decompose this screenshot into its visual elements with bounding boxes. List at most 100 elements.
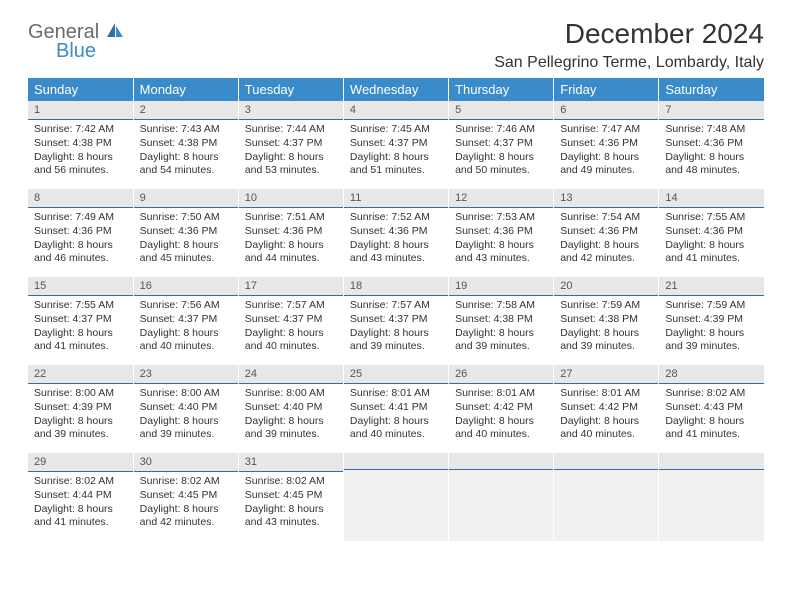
day-number: 14 [659, 189, 764, 208]
calendar-day-cell: 26Sunrise: 8:01 AMSunset: 4:42 PMDayligh… [449, 365, 554, 453]
sunrise-text: Sunrise: 7:43 AM [140, 123, 232, 137]
daylight-text: Daylight: 8 hours and 43 minutes. [455, 239, 547, 266]
sunset-text: Sunset: 4:36 PM [245, 225, 337, 239]
day-body: Sunrise: 7:43 AMSunset: 4:38 PMDaylight:… [134, 120, 238, 182]
daylight-text: Daylight: 8 hours and 39 minutes. [350, 327, 442, 354]
sunset-text: Sunset: 4:36 PM [560, 137, 652, 151]
sunrise-text: Sunrise: 7:49 AM [34, 211, 127, 225]
day-body: Sunrise: 7:52 AMSunset: 4:36 PMDaylight:… [344, 208, 448, 270]
daylight-text: Daylight: 8 hours and 39 minutes. [34, 415, 127, 442]
day-body: Sunrise: 8:00 AMSunset: 4:40 PMDaylight:… [134, 384, 238, 446]
sunset-text: Sunset: 4:39 PM [665, 313, 758, 327]
day-body: Sunrise: 7:59 AMSunset: 4:38 PMDaylight:… [554, 296, 658, 358]
day-number: 10 [239, 189, 343, 208]
daylight-text: Daylight: 8 hours and 56 minutes. [34, 151, 127, 178]
calendar-day-cell: 4Sunrise: 7:45 AMSunset: 4:37 PMDaylight… [343, 101, 448, 189]
calendar-week-row: 1Sunrise: 7:42 AMSunset: 4:38 PMDaylight… [28, 101, 764, 189]
day-number: 24 [239, 365, 343, 384]
sunset-text: Sunset: 4:38 PM [140, 137, 232, 151]
page-title: December 2024 [494, 18, 764, 50]
day-number: 20 [554, 277, 658, 296]
logo-text-blue: Blue [56, 41, 124, 61]
daylight-text: Daylight: 8 hours and 43 minutes. [350, 239, 442, 266]
sunrise-text: Sunrise: 8:02 AM [665, 387, 758, 401]
calendar-week-row: 15Sunrise: 7:55 AMSunset: 4:37 PMDayligh… [28, 277, 764, 365]
day-body: Sunrise: 7:47 AMSunset: 4:36 PMDaylight:… [554, 120, 658, 182]
day-number: 21 [659, 277, 764, 296]
daylight-text: Daylight: 8 hours and 41 minutes. [34, 327, 127, 354]
day-body: Sunrise: 7:49 AMSunset: 4:36 PMDaylight:… [28, 208, 133, 270]
calendar-day-cell: 12Sunrise: 7:53 AMSunset: 4:36 PMDayligh… [449, 189, 554, 277]
sunrise-text: Sunrise: 7:52 AM [350, 211, 442, 225]
calendar-day-cell: 8Sunrise: 7:49 AMSunset: 4:36 PMDaylight… [28, 189, 133, 277]
calendar-body: 1Sunrise: 7:42 AMSunset: 4:38 PMDaylight… [28, 101, 764, 541]
daylight-text: Daylight: 8 hours and 49 minutes. [560, 151, 652, 178]
weekday-header: Saturday [659, 78, 764, 101]
calendar-day-cell: 16Sunrise: 7:56 AMSunset: 4:37 PMDayligh… [133, 277, 238, 365]
day-body: Sunrise: 7:59 AMSunset: 4:39 PMDaylight:… [659, 296, 764, 358]
daylight-text: Daylight: 8 hours and 39 minutes. [560, 327, 652, 354]
sunrise-text: Sunrise: 7:55 AM [665, 211, 758, 225]
calendar-day-cell: 2Sunrise: 7:43 AMSunset: 4:38 PMDaylight… [133, 101, 238, 189]
calendar-day-cell: 1Sunrise: 7:42 AMSunset: 4:38 PMDaylight… [28, 101, 133, 189]
sunset-text: Sunset: 4:36 PM [350, 225, 442, 239]
day-number: 30 [134, 453, 238, 472]
sunrise-text: Sunrise: 7:55 AM [34, 299, 127, 313]
sunrise-text: Sunrise: 7:51 AM [245, 211, 337, 225]
day-number: 7 [659, 101, 764, 120]
sunset-text: Sunset: 4:36 PM [34, 225, 127, 239]
day-number-empty [344, 453, 448, 470]
daylight-text: Daylight: 8 hours and 50 minutes. [455, 151, 547, 178]
day-body-empty [449, 470, 553, 541]
calendar-day-cell: 28Sunrise: 8:02 AMSunset: 4:43 PMDayligh… [659, 365, 764, 453]
day-body-empty [659, 470, 764, 541]
day-number: 28 [659, 365, 764, 384]
daylight-text: Daylight: 8 hours and 43 minutes. [245, 503, 337, 530]
sunset-text: Sunset: 4:45 PM [245, 489, 337, 503]
day-number: 23 [134, 365, 238, 384]
day-number: 16 [134, 277, 238, 296]
day-number: 2 [134, 101, 238, 120]
logo: General Blue [28, 22, 124, 61]
daylight-text: Daylight: 8 hours and 39 minutes. [245, 415, 337, 442]
sunset-text: Sunset: 4:36 PM [665, 137, 758, 151]
sunrise-text: Sunrise: 8:02 AM [245, 475, 337, 489]
sunset-text: Sunset: 4:44 PM [34, 489, 127, 503]
sunrise-text: Sunrise: 7:59 AM [560, 299, 652, 313]
sunset-text: Sunset: 4:37 PM [245, 137, 337, 151]
calendar-day-cell: 6Sunrise: 7:47 AMSunset: 4:36 PMDaylight… [554, 101, 659, 189]
sunrise-text: Sunrise: 8:00 AM [245, 387, 337, 401]
calendar-day-cell [659, 453, 764, 541]
day-body: Sunrise: 7:44 AMSunset: 4:37 PMDaylight:… [239, 120, 343, 182]
day-number: 8 [28, 189, 133, 208]
weekday-header: Tuesday [238, 78, 343, 101]
sunset-text: Sunset: 4:45 PM [140, 489, 232, 503]
daylight-text: Daylight: 8 hours and 42 minutes. [560, 239, 652, 266]
calendar-week-row: 22Sunrise: 8:00 AMSunset: 4:39 PMDayligh… [28, 365, 764, 453]
daylight-text: Daylight: 8 hours and 40 minutes. [455, 415, 547, 442]
sunset-text: Sunset: 4:39 PM [34, 401, 127, 415]
day-body-empty [554, 470, 658, 541]
sunrise-text: Sunrise: 7:42 AM [34, 123, 127, 137]
day-number: 12 [449, 189, 553, 208]
sunset-text: Sunset: 4:38 PM [34, 137, 127, 151]
sunset-text: Sunset: 4:42 PM [560, 401, 652, 415]
sunrise-text: Sunrise: 7:46 AM [455, 123, 547, 137]
daylight-text: Daylight: 8 hours and 41 minutes. [665, 239, 758, 266]
calendar-table: Sunday Monday Tuesday Wednesday Thursday… [28, 78, 764, 541]
calendar-day-cell [343, 453, 448, 541]
location-text: San Pellegrino Terme, Lombardy, Italy [494, 54, 764, 72]
day-body: Sunrise: 7:56 AMSunset: 4:37 PMDaylight:… [134, 296, 238, 358]
sunrise-text: Sunrise: 8:02 AM [140, 475, 232, 489]
day-number: 27 [554, 365, 658, 384]
weekday-header: Sunday [28, 78, 133, 101]
day-number: 15 [28, 277, 133, 296]
sunrise-text: Sunrise: 7:50 AM [140, 211, 232, 225]
day-number: 22 [28, 365, 133, 384]
day-number: 4 [344, 101, 448, 120]
day-number: 17 [239, 277, 343, 296]
day-body: Sunrise: 8:02 AMSunset: 4:45 PMDaylight:… [239, 472, 343, 534]
calendar-day-cell: 14Sunrise: 7:55 AMSunset: 4:36 PMDayligh… [659, 189, 764, 277]
weekday-header-row: Sunday Monday Tuesday Wednesday Thursday… [28, 78, 764, 101]
calendar-week-row: 29Sunrise: 8:02 AMSunset: 4:44 PMDayligh… [28, 453, 764, 541]
